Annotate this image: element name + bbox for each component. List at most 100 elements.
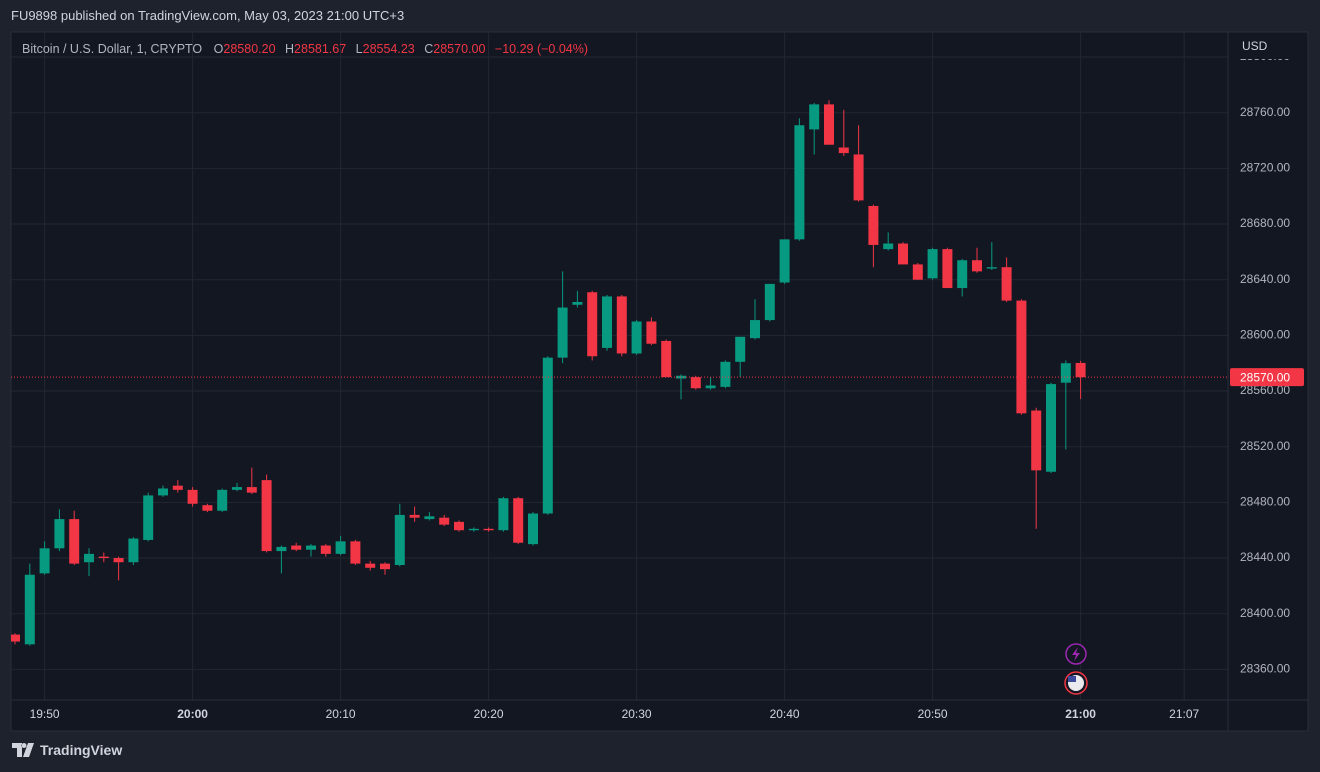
candle-body [986,267,997,269]
low-label: L [355,42,363,56]
brand-name: TradingView [40,742,123,758]
candle-body [24,574,35,645]
candle-body [276,546,287,552]
candle-body [232,487,242,490]
candle-body [705,385,716,389]
candle-body [542,357,553,514]
candle-body [898,243,908,265]
y-tick-label: 28760.00 [1240,105,1290,119]
candle-body [1031,410,1042,471]
high-label: H [285,42,295,56]
candle-body [631,321,642,354]
candle-body [335,541,346,554]
currency-label: USD [1242,39,1268,53]
publisher-line: FU9898 published on TradingView.com, May… [11,8,405,23]
candle-body [187,489,198,504]
candle-body [380,563,390,570]
y-tick-label: 28640.00 [1240,272,1290,286]
usd-box [1229,33,1307,59]
candle-body [365,563,376,568]
candle-body [690,377,701,389]
candle-body [957,260,968,289]
candle-body [54,519,65,549]
x-tick-label: 20:30 [622,707,652,721]
candle-body [291,545,302,550]
candle-body [439,517,450,525]
y-tick-label: 28520.00 [1240,439,1290,453]
candle-body [261,480,272,552]
candle-body [646,321,657,344]
x-tick-label: 21:07 [1169,707,1199,721]
candle-body [1016,300,1027,414]
x-tick-label: 20:20 [474,707,504,721]
candle-body [824,104,834,145]
candle-body [394,514,405,566]
candle-body [838,147,849,154]
y-tick-label: 28720.00 [1240,161,1290,175]
chart-panel [10,31,1309,732]
candle-body [809,104,820,130]
y-tick-label: 28600.00 [1240,328,1290,342]
low-value: 28554.23 [362,42,415,56]
candle-body [39,548,50,574]
candle-body [587,292,598,357]
candle-body [1001,267,1012,301]
candle-body [217,489,228,511]
y-tick-label: 28360.00 [1240,662,1290,676]
x-tick-label: 20:50 [918,707,948,721]
footer-brand[interactable]: TradingView [12,742,122,758]
candle-body [84,553,94,563]
close-label: C [424,42,434,56]
close-value: 28570.00 [433,42,486,56]
last-price-label: 28570.00 [1240,370,1290,384]
y-tick-label: 28400.00 [1240,606,1290,620]
candle-body [661,340,672,378]
candle-body [616,296,627,354]
candle-body [11,634,20,642]
candle-body [113,558,124,563]
candle-body [128,538,139,563]
y-tick-label: 28480.00 [1240,495,1290,509]
candle-body [1046,384,1056,472]
flag-canton [1068,676,1076,682]
candle-body [1075,362,1086,378]
high-value: 28581.67 [294,42,347,56]
candle-body [1060,363,1071,383]
candle-body [143,495,154,540]
symbol: Bitcoin / U.S. Dollar, 1, CRYPTO [22,42,203,56]
candle-body [764,283,775,321]
lightning-icon [1072,647,1080,661]
candle-body [202,505,213,511]
x-tick-label: 21:00 [1065,707,1096,721]
x-tick-label: 20:00 [177,707,208,721]
candle-body [868,205,879,245]
candle-body [557,307,568,358]
candle-body [454,521,464,531]
candle-body [927,249,938,279]
candle-body [409,514,420,518]
candle-body [69,519,80,564]
candle-body [306,545,316,550]
candle-body [572,301,583,305]
candle-body [468,528,479,531]
candle-body [942,249,953,289]
change-value: −10.29 (−0.04%) [494,42,589,56]
candle-body [972,260,982,272]
candle-body [779,239,790,283]
candle-body [528,513,538,545]
candle-body [720,361,731,387]
candle-body [483,528,494,531]
open-value: 28580.20 [223,42,276,56]
x-tick-label: 19:50 [30,707,60,721]
candle-body [735,336,746,362]
last-price-box [1230,368,1304,387]
candle-body [794,125,805,240]
candle-body [158,488,168,496]
x-tick-label: 20:10 [326,707,356,721]
candle-body [350,541,361,564]
candle-body [320,545,331,554]
candle-body [883,243,894,250]
legend: Bitcoin / U.S. Dollar, 1, CRYPTO O28580.… [22,42,594,56]
